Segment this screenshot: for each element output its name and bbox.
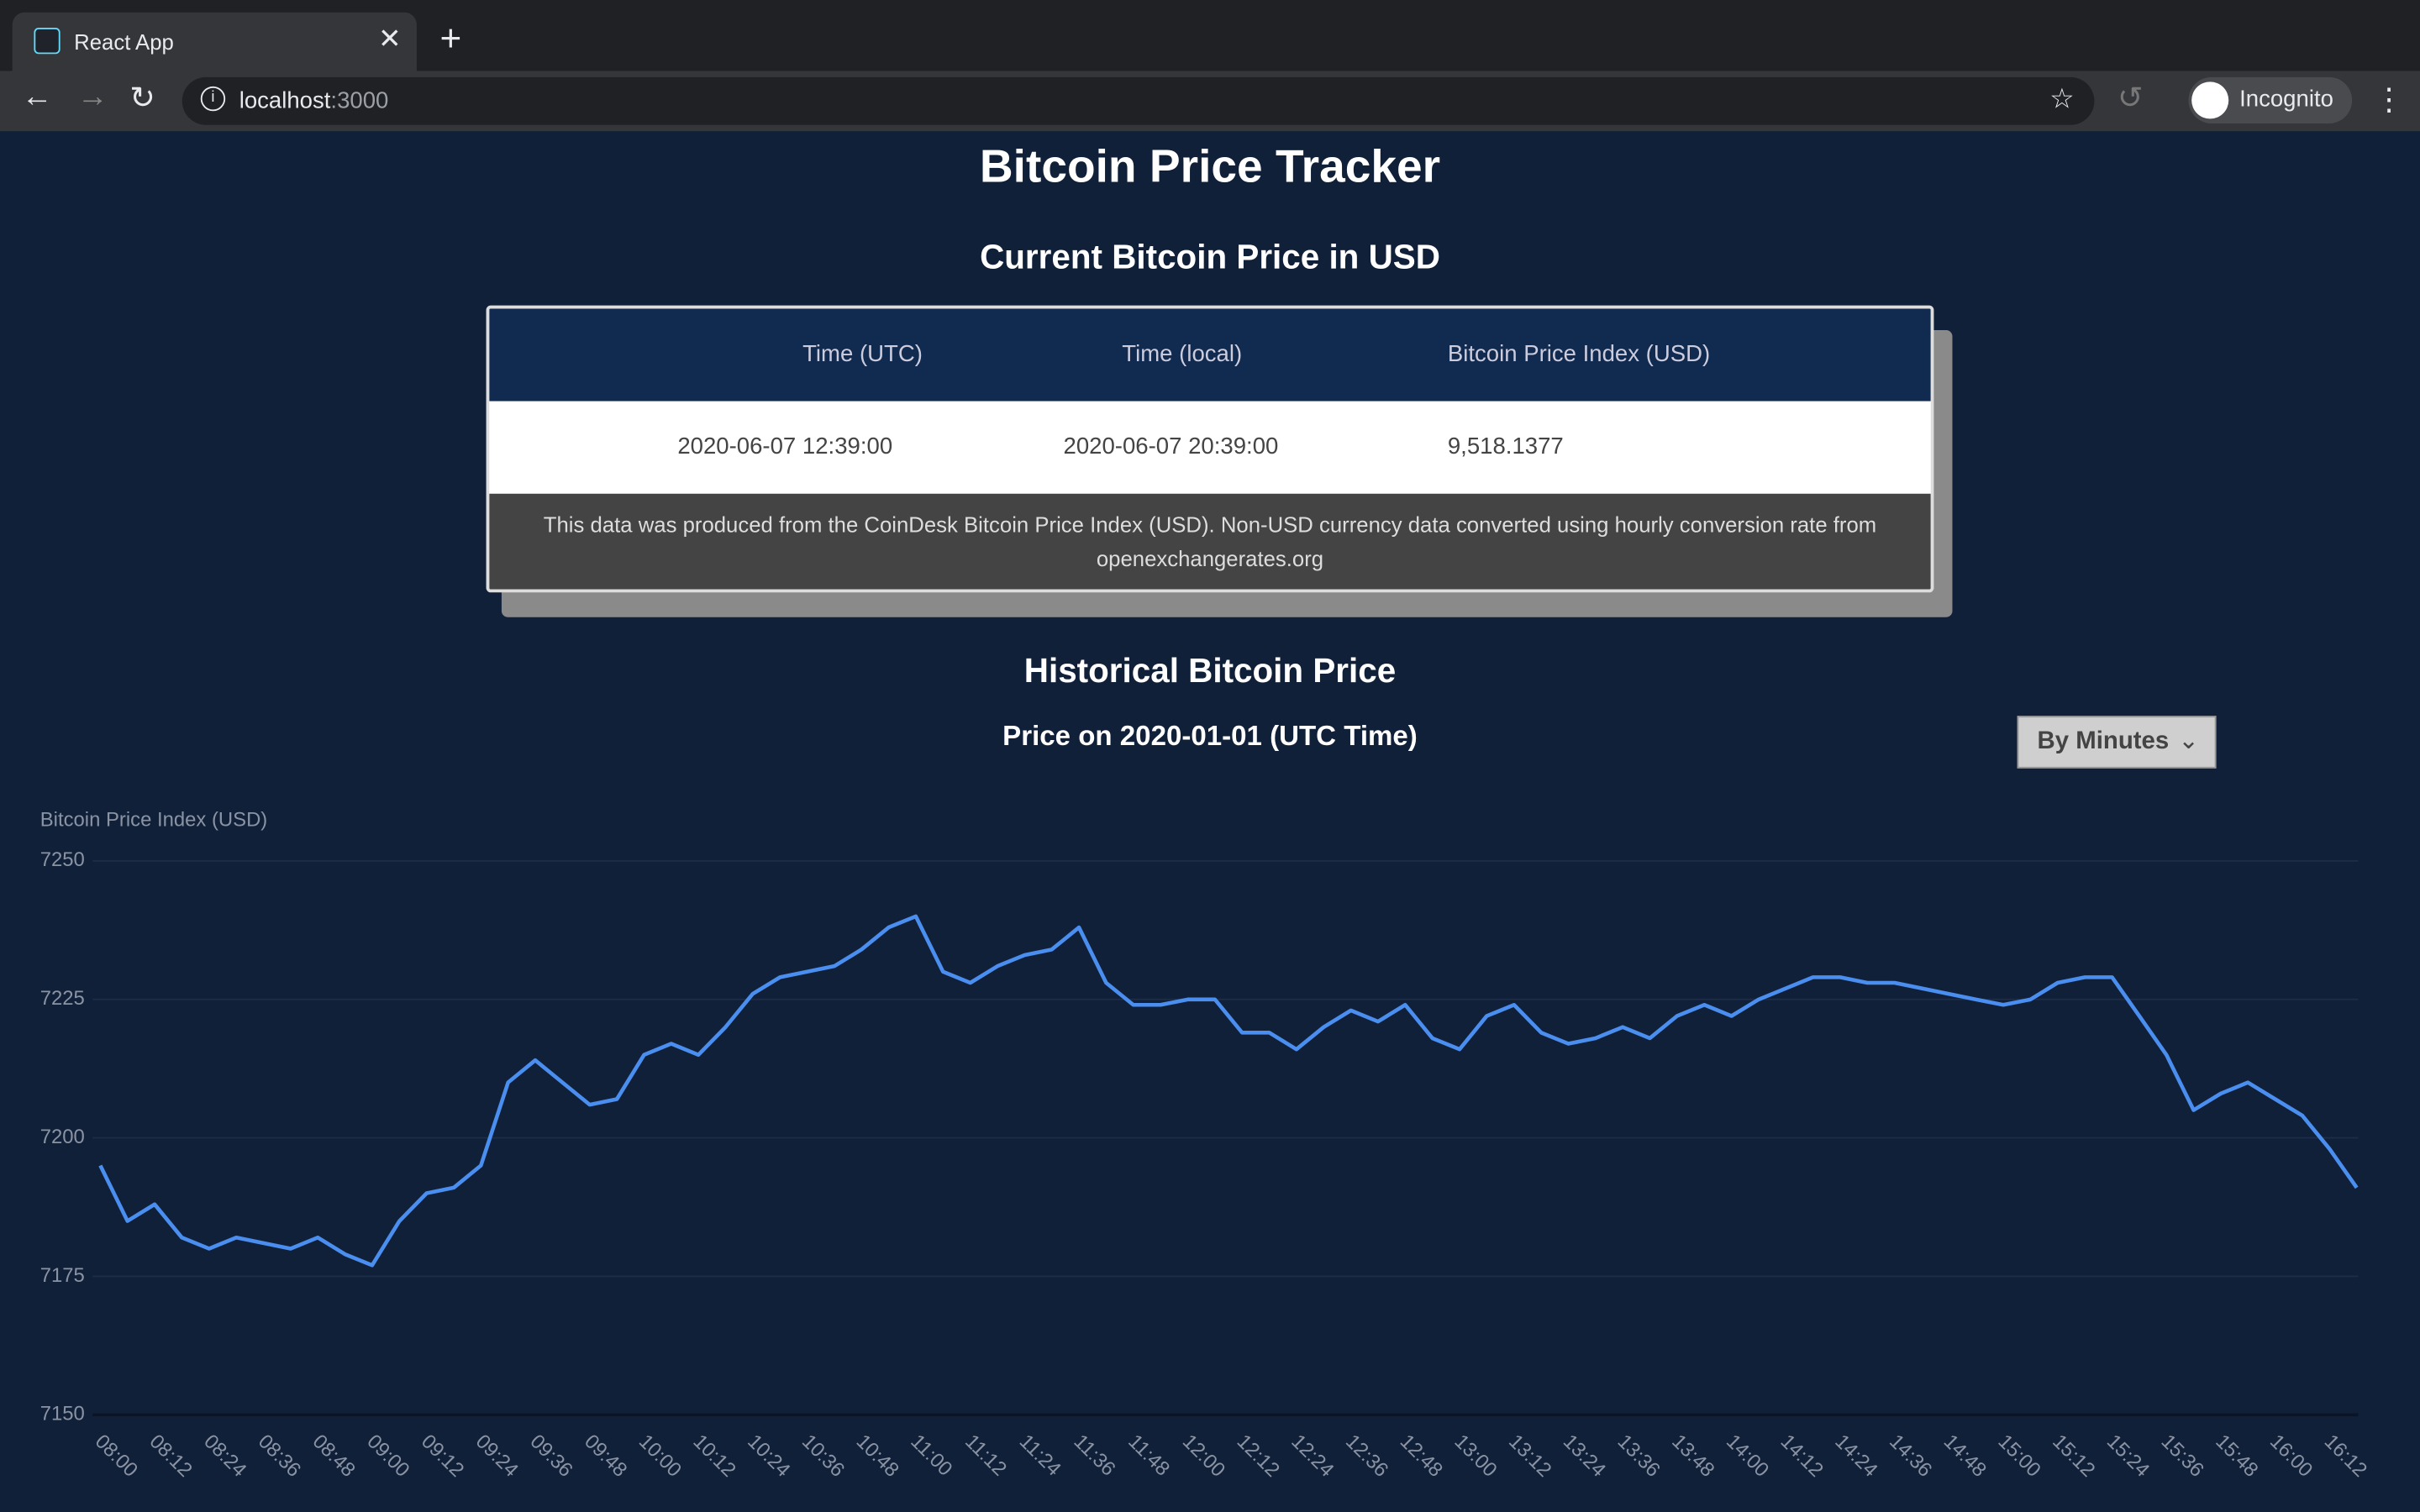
x-tick-label: 08:12	[145, 1430, 197, 1481]
x-tick-label: 11:48	[1123, 1430, 1174, 1480]
url-host: localhost	[239, 87, 331, 114]
x-tick-label: 10:00	[634, 1430, 686, 1481]
page-title: Bitcoin Price Tracker	[979, 141, 1441, 193]
table-header: Time (UTC) Time (local) Bitcoin Price In…	[489, 308, 1931, 402]
table-cell: 2020-06-07 20:39:00	[1063, 433, 1279, 460]
x-tick-label: 10:36	[797, 1430, 849, 1481]
y-tick-label: 7225	[40, 987, 85, 1010]
current-heading: Current Bitcoin Price in USD	[980, 237, 1440, 276]
header-cell: Time (local)	[1122, 340, 1243, 368]
forward-button[interactable]: →	[76, 80, 108, 114]
x-tick-label: 15:36	[2157, 1430, 2208, 1481]
x-tick-label: 14:00	[1722, 1430, 1773, 1481]
interval-dropdown[interactable]: By Minutes ⌄	[2017, 716, 2217, 769]
x-tick-label: 13:48	[1667, 1430, 1718, 1481]
x-tick-label: 12:12	[1233, 1430, 1284, 1481]
x-tick-label: 14:12	[1776, 1430, 1828, 1481]
menu-button[interactable]: ⋮	[2373, 83, 2405, 118]
x-tick-label: 09:24	[471, 1430, 523, 1481]
tab-close[interactable]: ✕	[378, 23, 402, 55]
tab-title: React App	[74, 29, 174, 55]
header-cell: Bitcoin Price Index (USD)	[1447, 340, 1711, 368]
x-tick-label: 13:36	[1613, 1430, 1665, 1481]
back-button[interactable]: ←	[21, 80, 53, 114]
y-tick-label: 7175	[40, 1264, 85, 1287]
reload-button[interactable]: ↻	[129, 81, 156, 116]
dropdown-arrow: ⌄	[2178, 727, 2199, 755]
x-tick-label: 14:36	[1885, 1430, 1936, 1481]
x-tick-label: 11:24	[1015, 1430, 1065, 1480]
chart: Bitcoin Price Index (USD) 7150 7175 7200 72…	[40, 808, 2371, 1481]
profile-button[interactable]: Incognito	[2188, 76, 2353, 123]
x-tick-label: 09:36	[525, 1430, 576, 1481]
x-tick-label: 15:00	[1994, 1430, 2045, 1481]
tab[interactable]: React App ✕	[12, 12, 417, 71]
x-tick-label: 08:36	[254, 1430, 305, 1481]
y-axis-label: Bitcoin Price Index (USD)	[40, 808, 268, 831]
url-port: :3000	[330, 87, 389, 114]
x-tick-label: 10:24	[743, 1430, 794, 1481]
x-tick-label: 11:36	[1070, 1430, 1120, 1480]
x-tick-label: 11:12	[960, 1430, 1011, 1480]
new-tab[interactable]: +	[439, 18, 462, 60]
y-tick-label: 7250	[40, 848, 85, 871]
x-tick-label: 09:48	[580, 1430, 631, 1481]
x-tick-label: 12:48	[1396, 1430, 1447, 1481]
x-tick-label: 13:12	[1504, 1430, 1555, 1481]
x-tick-label: 12:36	[1341, 1430, 1392, 1481]
x-tick-label: 16:00	[2265, 1430, 2317, 1481]
y-tick-label: 7150	[40, 1403, 85, 1425]
x-tick-label: 08:00	[91, 1430, 142, 1481]
x-tick-label: 15:24	[2102, 1430, 2154, 1481]
table-cell: 2020-06-07 12:39:00	[677, 433, 893, 460]
x-tick-label: 14:24	[1830, 1430, 1881, 1481]
x-tick-label: 16:12	[2320, 1430, 2371, 1481]
x-tick-label: 10:12	[689, 1430, 740, 1481]
x-tick-label: 09:00	[362, 1430, 413, 1481]
info-icon[interactable]: i	[200, 86, 226, 112]
y-tick-label: 7200	[40, 1126, 85, 1148]
x-tick-label: 09:12	[417, 1430, 468, 1481]
header-cell: Time (UTC)	[802, 340, 923, 368]
x-tick-label: 08:24	[199, 1430, 250, 1481]
table-cell: 9,518.1377	[1447, 433, 1564, 460]
price-table: Time (UTC) Time (local) Bitcoin Price In…	[486, 305, 1934, 593]
dropdown-label: By Minutes	[2037, 727, 2170, 755]
historical-heading: Historical Bitcoin Price	[1023, 651, 1397, 690]
address-bar[interactable]: i localhost:3000 ☆	[182, 76, 2095, 125]
profile-icon	[2191, 81, 2229, 119]
bookmark-star[interactable]: ☆	[2049, 83, 2075, 114]
x-tick-label: 12:24	[1286, 1430, 1338, 1481]
x-tick-label: 11:00	[906, 1430, 956, 1480]
chart-subtitle: Price on 2020-01-01 (UTC Time)	[1002, 720, 1418, 752]
x-tick-label: 08:48	[308, 1430, 360, 1481]
x-tick-label: 15:12	[2048, 1430, 2099, 1481]
profile-label: Incognito	[2239, 86, 2333, 113]
x-tick-label: 12:00	[1178, 1430, 1229, 1481]
tab-icon	[34, 28, 60, 55]
price-line	[98, 914, 2359, 1268]
url: localhost:3000	[239, 88, 389, 114]
x-tick-label: 14:48	[1939, 1430, 1991, 1481]
history-icon[interactable]: ↺	[2118, 81, 2144, 116]
x-tick-label: 13:00	[1449, 1430, 1501, 1481]
x-tick-label: 15:48	[2211, 1430, 2262, 1481]
disclaimer: This data was produced from the CoinDesk…	[489, 493, 1931, 590]
x-tick-label: 13:24	[1559, 1430, 1610, 1481]
x-tick-label: 10:48	[852, 1430, 903, 1481]
